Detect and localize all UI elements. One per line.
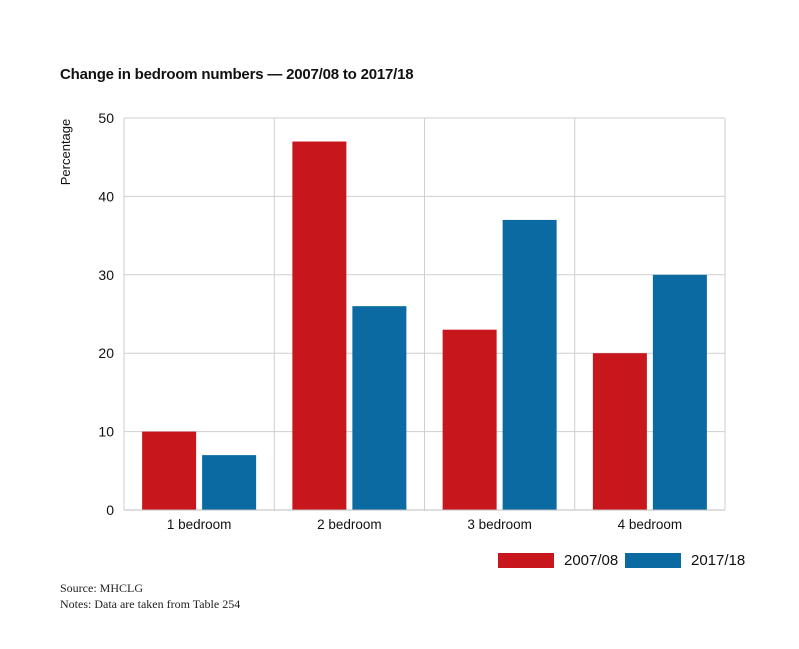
legend-item-2017-18: 2017/18: [625, 552, 745, 569]
bar-2017-18-4-bedroom: [652, 274, 707, 510]
y-tick-label-0: 0: [106, 502, 114, 518]
chart-title: Change in bedroom numbers — 2007/08 to 2…: [60, 66, 414, 83]
bar-2017-18-2-bedroom: [352, 306, 407, 510]
bar-2017-18-1-bedroom: [202, 455, 257, 510]
legend-label-2017-18: 2017/18: [691, 552, 746, 569]
x-tick-label-4-bedroom: 4 bedroom: [618, 517, 683, 532]
legend-swatch-2007-08: [498, 553, 554, 568]
bar-2007-08-1-bedroom: [142, 431, 197, 510]
y-axis-label: Percentage: [58, 119, 73, 186]
x-tick-label-1-bedroom: 1 bedroom: [167, 517, 232, 532]
y-tick-label-20: 20: [98, 345, 114, 361]
bar-2007-08-2-bedroom: [292, 141, 347, 510]
bar-2007-08-4-bedroom: [592, 353, 647, 510]
x-tick-label-3-bedroom: 3 bedroom: [467, 517, 532, 532]
footer: Source: MHCLG Notes: Data are taken from…: [60, 580, 240, 612]
bar-2007-08-3-bedroom: [442, 329, 497, 510]
bar-2017-18-3-bedroom: [502, 219, 557, 511]
source-note: Source: MHCLG: [60, 581, 143, 595]
axes: 0 10 20 30 40 50 1 bedroom 2 bedroom 3 bedroom 4 …: [98, 110, 725, 532]
x-tick-label-2-bedroom: 2 bedroom: [317, 517, 382, 532]
legend-item-2007-08: 2007/08: [498, 552, 618, 569]
y-tick-label-40: 40: [98, 188, 114, 204]
y-tick-label-50: 50: [98, 110, 114, 126]
legend-swatch-2017-18: [625, 553, 681, 568]
notes-text: Notes: Data are taken from Table 254: [60, 597, 241, 611]
legend-label-2007-08: 2007/08: [564, 552, 619, 569]
y-tick-label-30: 30: [98, 267, 114, 283]
y-tick-label-10: 10: [98, 424, 114, 440]
bars: [142, 141, 707, 511]
